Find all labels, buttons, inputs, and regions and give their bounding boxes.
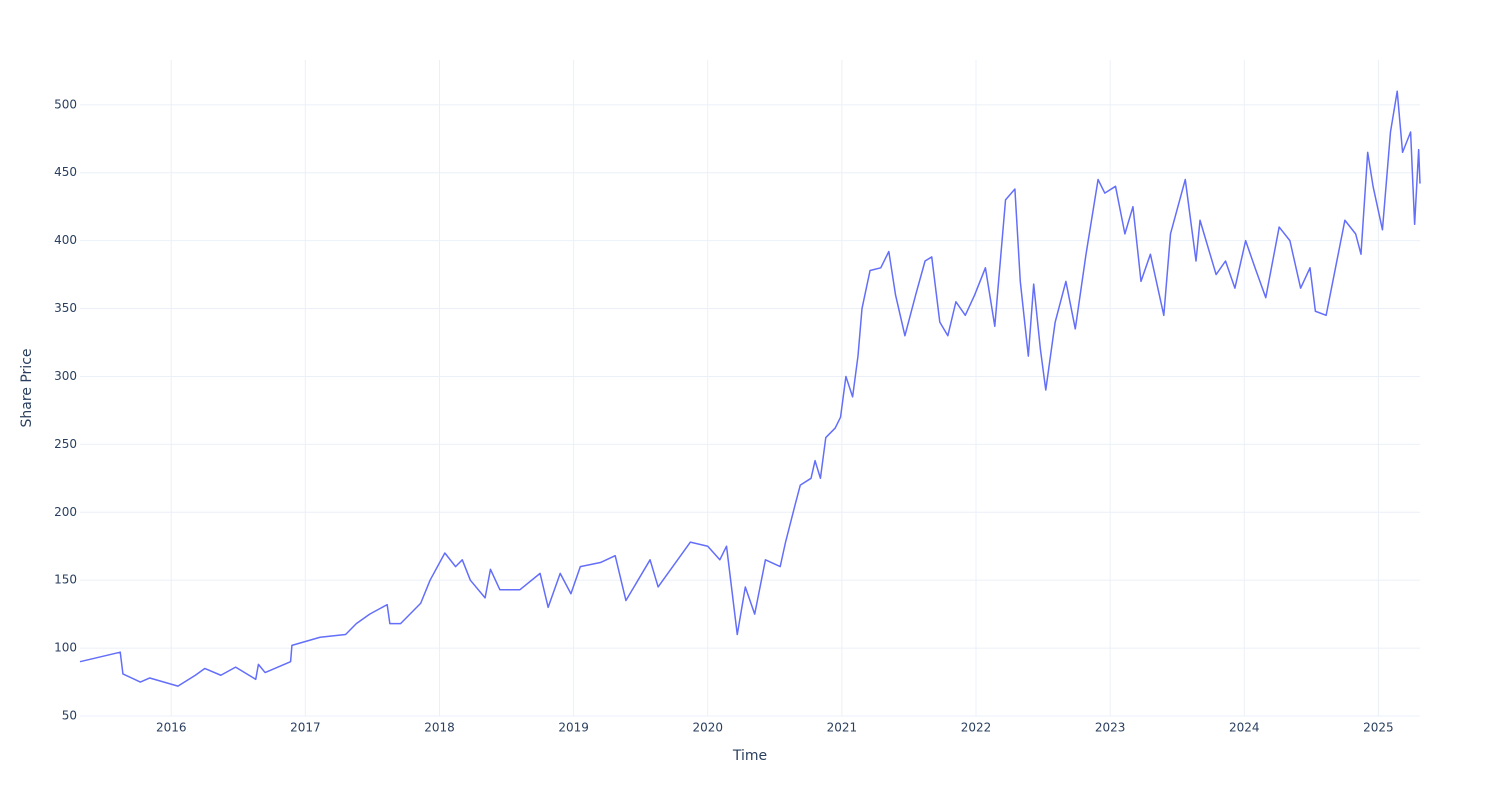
y-tick-label: 500: [54, 97, 77, 111]
y-tick-label: 350: [54, 301, 77, 315]
y-tick-label: 100: [54, 641, 77, 655]
y-tick-label: 50: [62, 709, 77, 723]
price-line: [79, 90, 1421, 687]
y-tick-label: 450: [54, 165, 77, 179]
x-tick-label: 2018: [424, 721, 455, 735]
y-tick-label: 300: [54, 369, 77, 383]
y-tick-label: 150: [54, 573, 77, 587]
x-tick-label: 2022: [961, 721, 992, 735]
x-tick-label: 2020: [692, 721, 723, 735]
x-tick-label: 2025: [1363, 721, 1394, 735]
y-tick-label: 400: [54, 233, 77, 247]
x-tick-label: 2017: [290, 721, 321, 735]
x-tick-label: 2023: [1095, 721, 1126, 735]
x-tick-label: 2024: [1229, 721, 1260, 735]
x-tick-label: 2021: [827, 721, 858, 735]
x-axis-title: Time: [732, 748, 767, 764]
y-tick-label: 200: [54, 505, 77, 519]
y-tick-label: 250: [54, 437, 77, 451]
y-axis-title: Share Price: [19, 348, 35, 427]
x-tick-label: 2019: [558, 721, 589, 735]
x-tick-label: 2016: [156, 721, 187, 735]
